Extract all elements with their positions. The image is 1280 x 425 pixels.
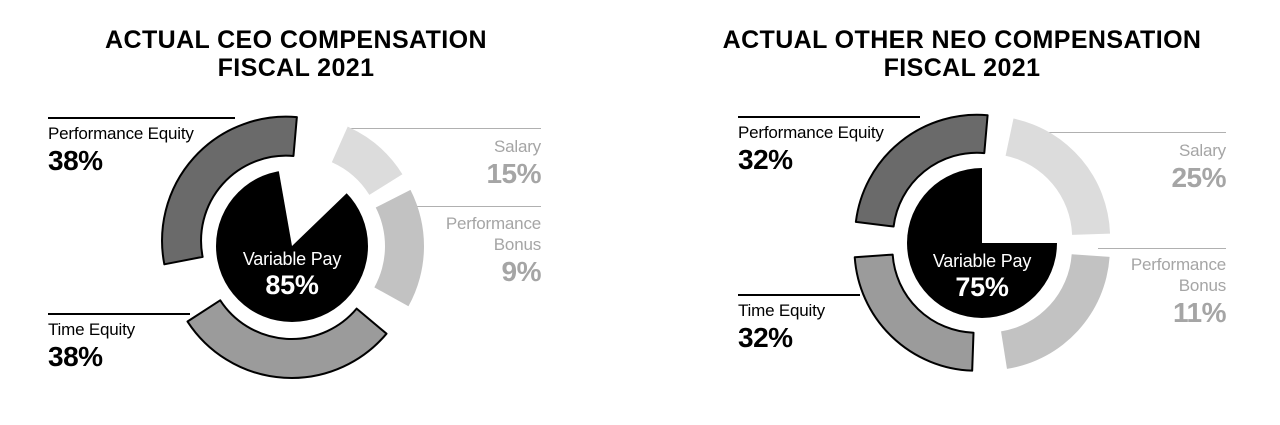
leader-line-salary <box>350 128 541 129</box>
callout-time-equity: Time Equity 32% <box>738 300 825 352</box>
segment-label: Salary <box>494 137 541 156</box>
donut-segment-time-equity <box>186 299 388 379</box>
donut-segment-time-equity <box>853 253 975 372</box>
chart-title: ACTUAL CEO COMPENSATION FISCAL 2021 <box>0 26 592 82</box>
leader-line-performance-equity <box>738 116 920 118</box>
donut-segment-performance-bonus <box>374 189 424 307</box>
leader-line-time-equity <box>48 313 190 315</box>
segment-label: Time Equity <box>738 301 825 320</box>
donut-segment-performance-equity <box>854 113 989 228</box>
segment-label: Performance Equity <box>738 123 884 142</box>
chart-title-line1: ACTUAL CEO COMPENSATION <box>105 26 487 54</box>
chart-title-line2: FISCAL 2021 <box>217 54 375 82</box>
variable-pay-label: Variable Pay <box>932 251 1032 271</box>
pie-center-text: Variable Pay 85% <box>182 248 402 300</box>
variable-pay-value: 85% <box>265 270 319 300</box>
leader-line-performance-bonus <box>1098 248 1226 249</box>
segment-label: Performance Equity <box>48 124 194 143</box>
fixed-pay-wedge <box>278 167 349 246</box>
variable-pay-label: Variable Pay <box>242 249 342 269</box>
segment-label: Time Equity <box>48 320 135 339</box>
callout-performance-equity: Performance Equity 38% <box>48 123 194 175</box>
other-neo-compensation-chart: ACTUAL OTHER NEO COMPENSATION FISCAL 202… <box>640 0 1280 425</box>
callout-salary: Salary 15% <box>486 136 541 188</box>
segment-value: 38% <box>48 341 103 372</box>
chart-title: ACTUAL OTHER NEO COMPENSATION FISCAL 202… <box>640 26 1280 82</box>
donut-segment-performance-bonus <box>1001 254 1110 369</box>
segment-label: Salary <box>1179 141 1226 160</box>
donut-segment-salary <box>1005 118 1111 235</box>
segment-label: Bonus <box>1178 276 1226 295</box>
segment-value: 25% <box>1171 162 1226 193</box>
callout-time-equity: Time Equity 38% <box>48 319 135 371</box>
ceo-donut-canvas: Salary 15% Performance Bonus 9% Time Equity 38… <box>48 115 542 379</box>
variable-pay-value: 75% <box>955 272 1009 302</box>
segment-label: Bonus <box>493 235 541 254</box>
segment-value: 9% <box>501 256 542 287</box>
callout-salary: Salary 25% <box>1171 140 1226 192</box>
segment-label: Performance <box>445 214 541 233</box>
chart-title-line2: FISCAL 2021 <box>883 54 1041 82</box>
ceo-compensation-chart: ACTUAL CEO COMPENSATION FISCAL 2021 Sala… <box>0 26 592 379</box>
leader-line-performance-bonus <box>412 206 541 207</box>
donut-svg <box>161 115 424 379</box>
fixed-pay-wedge <box>982 166 1059 243</box>
callout-performance-bonus: Performance Bonus 11% <box>1130 254 1227 328</box>
leader-line-time-equity <box>738 294 860 296</box>
callout-performance-equity: Performance Equity 32% <box>738 122 884 174</box>
segment-value: 32% <box>738 322 793 353</box>
segment-value: 15% <box>486 158 541 189</box>
pie-center-text: Variable Pay 75% <box>872 250 1092 302</box>
leader-line-performance-equity <box>48 117 235 119</box>
callout-performance-bonus: Performance Bonus 9% <box>445 213 542 287</box>
segment-value: 38% <box>48 145 103 176</box>
segment-value: 32% <box>738 144 793 175</box>
segment-label: Performance <box>1130 255 1226 274</box>
donut-segment-salary <box>331 126 403 195</box>
segment-value: 11% <box>1173 297 1227 328</box>
donut-segment-performance-equity <box>161 115 298 266</box>
leader-line-salary <box>1033 132 1226 133</box>
chart-title-line1: ACTUAL OTHER NEO COMPENSATION <box>722 26 1202 54</box>
donut-svg <box>853 113 1111 372</box>
neo-donut-canvas: Salary 25% Performance Bonus 11% Time Equity 3… <box>640 0 1280 425</box>
